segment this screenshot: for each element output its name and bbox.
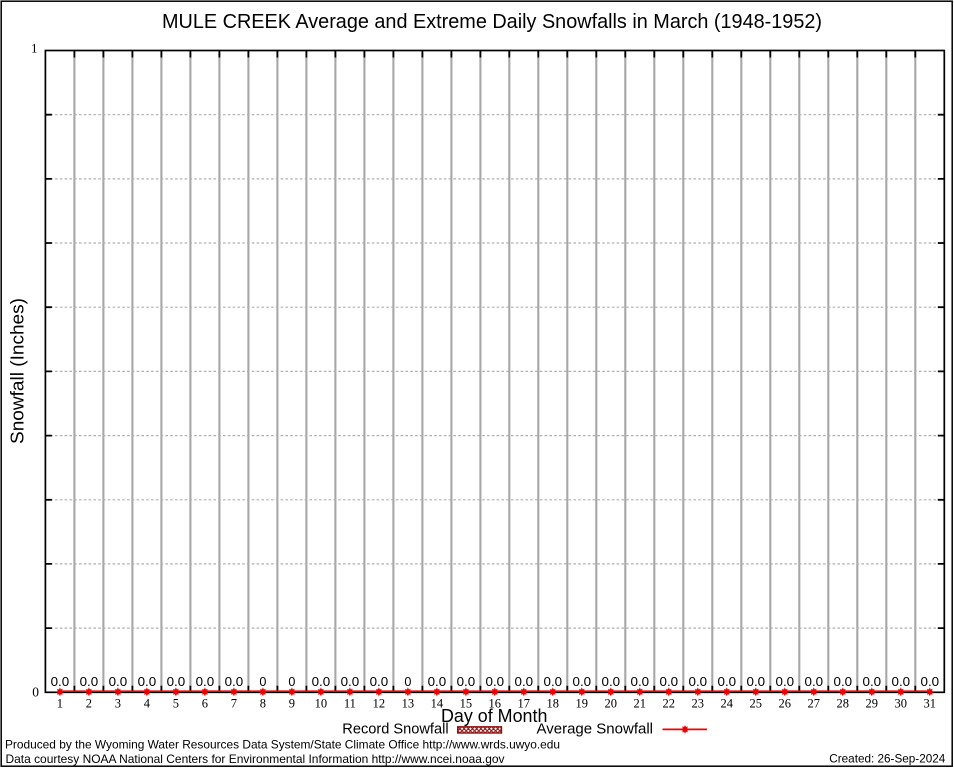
svg-text:0.0: 0.0	[718, 675, 737, 689]
svg-text:29: 29	[866, 697, 879, 711]
svg-text:0.0: 0.0	[863, 675, 882, 689]
svg-text:0.0: 0.0	[921, 675, 940, 689]
svg-text:0.0: 0.0	[196, 675, 215, 689]
svg-text:24: 24	[721, 697, 734, 711]
svg-text:11: 11	[344, 697, 356, 711]
svg-text:Produced by the Wyoming Water: Produced by the Wyoming Water Resources …	[5, 738, 560, 752]
svg-text:0.0: 0.0	[428, 675, 447, 689]
svg-text:26: 26	[779, 697, 792, 711]
svg-text:Snowfall (Inches): Snowfall (Inches)	[7, 298, 28, 444]
svg-text:23: 23	[692, 697, 705, 711]
svg-text:0.0: 0.0	[602, 675, 621, 689]
svg-text:20: 20	[605, 697, 618, 711]
svg-text:8: 8	[260, 697, 266, 711]
svg-text:Data courtesy NOAA National Ce: Data courtesy NOAA National Centers for …	[6, 752, 505, 766]
svg-text:0.0: 0.0	[225, 675, 244, 689]
svg-text:6: 6	[202, 697, 208, 711]
svg-text:0: 0	[32, 684, 39, 699]
svg-text:0.0: 0.0	[312, 675, 331, 689]
svg-text:0.0: 0.0	[747, 675, 766, 689]
svg-text:17: 17	[518, 697, 531, 711]
svg-text:1: 1	[57, 697, 63, 711]
svg-text:0.0: 0.0	[776, 675, 795, 689]
svg-text:14: 14	[431, 697, 444, 711]
svg-text:10: 10	[315, 697, 328, 711]
svg-text:0.0: 0.0	[689, 675, 708, 689]
svg-text:2: 2	[86, 697, 92, 711]
svg-text:Created: 26-Sep-2024: Created: 26-Sep-2024	[829, 752, 945, 766]
svg-text:0.0: 0.0	[544, 675, 563, 689]
svg-text:0.0: 0.0	[341, 675, 360, 689]
svg-text:Average Snowfall: Average Snowfall	[537, 721, 654, 738]
svg-text:Day of Month: Day of Month	[441, 706, 547, 726]
svg-text:3: 3	[115, 697, 121, 711]
svg-text:0.0: 0.0	[892, 675, 911, 689]
svg-text:0.0: 0.0	[457, 675, 476, 689]
svg-text:0.0: 0.0	[834, 675, 853, 689]
svg-text:13: 13	[402, 697, 415, 711]
svg-text:31: 31	[924, 697, 937, 711]
svg-text:30: 30	[895, 697, 908, 711]
svg-text:0.0: 0.0	[631, 675, 650, 689]
svg-text:0: 0	[288, 675, 295, 689]
svg-text:21: 21	[634, 697, 647, 711]
svg-text:27: 27	[808, 697, 821, 711]
svg-text:25: 25	[750, 697, 763, 711]
svg-text:Record Snowfall: Record Snowfall	[342, 721, 448, 738]
svg-text:22: 22	[663, 697, 676, 711]
svg-text:7: 7	[231, 697, 237, 711]
svg-text:16: 16	[489, 697, 502, 711]
svg-text:0.0: 0.0	[138, 675, 157, 689]
svg-text:MULE CREEK Average and Extreme: MULE CREEK Average and Extreme Daily Sno…	[162, 10, 822, 33]
svg-text:0: 0	[259, 675, 266, 689]
svg-text:0.0: 0.0	[515, 675, 534, 689]
svg-text:1: 1	[31, 40, 38, 55]
svg-text:0.0: 0.0	[573, 675, 592, 689]
svg-text:19: 19	[576, 697, 589, 711]
svg-text:0.0: 0.0	[805, 675, 824, 689]
svg-text:0.0: 0.0	[80, 675, 99, 689]
svg-text:0.0: 0.0	[660, 675, 679, 689]
svg-text:0.0: 0.0	[370, 675, 389, 689]
svg-text:18: 18	[547, 697, 560, 711]
svg-text:0.0: 0.0	[51, 675, 70, 689]
svg-text:12: 12	[373, 697, 386, 711]
svg-text:9: 9	[289, 697, 295, 711]
svg-text:0.0: 0.0	[486, 675, 505, 689]
svg-text:0.0: 0.0	[167, 675, 186, 689]
svg-text:4: 4	[144, 697, 151, 711]
svg-text:28: 28	[837, 697, 850, 711]
svg-text:0: 0	[404, 675, 411, 689]
svg-text:5: 5	[173, 697, 179, 711]
svg-text:0.0: 0.0	[109, 675, 128, 689]
svg-text:15: 15	[460, 697, 473, 711]
